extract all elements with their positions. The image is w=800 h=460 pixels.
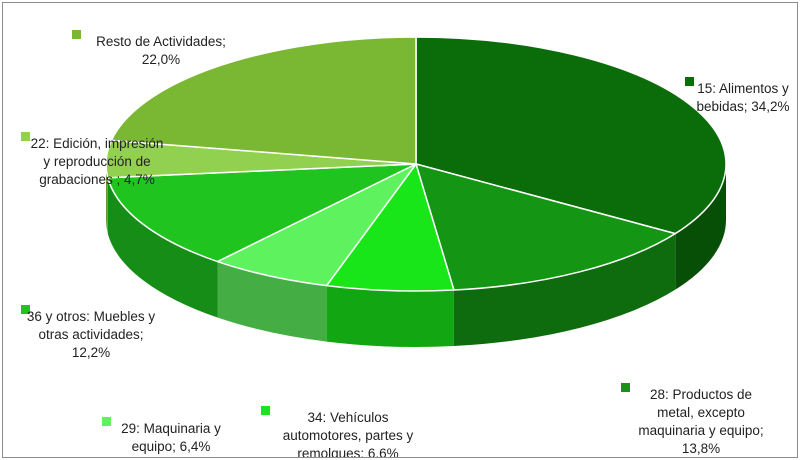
slice-label-text: 36 y otros: Muebles y otras actividades; 1…	[27, 309, 156, 360]
slice-36-y-otros-muebles-y-otras-actividades	[107, 163, 417, 263]
slice-label-29-maquinaria-y-equipo: 29: Maquinaria y equipo; 6,4%	[102, 417, 221, 454]
slice-label-36-y-otros-muebles-y-otras-actividades: 36 y otros: Muebles y otras actividades; 1…	[21, 305, 155, 360]
slice-label-text: Resto de Actividades; 22,0%	[96, 34, 226, 67]
legend-key-square	[685, 77, 694, 86]
pie-chart: 15: Alimentos y bebidas; 34,2% 28: Product…	[21, 30, 790, 457]
slice-side-36-y-otros-muebles-y-otras-actividades	[107, 177, 218, 318]
legend-key-square	[21, 305, 30, 314]
slice-label-resto-de-actividades: Resto de Actividades; 22,0%	[72, 30, 226, 67]
slice-label-text: 34: Vehículos automotores, partes y remolq…	[283, 410, 414, 457]
slice-label-22-edicion-impresion-y-reproduccion-de-grabaciones: 22: Edición, impresión y reproducción de g…	[21, 132, 163, 187]
slice-label-28-productos-de-metal-excepto-maquinaria-y-equipo: 28: Productos de metal, excepto maquinaria…	[621, 383, 764, 456]
legend-key-square	[72, 30, 81, 39]
slice-side-15-alimentos-y-bebidas	[675, 164, 726, 290]
slice-label-text: 29: Maquinaria y equipo; 6,4%	[121, 421, 221, 454]
slice-label-15-alimentos-y-bebidas: 15: Alimentos y bebidas; 34,2%	[685, 77, 790, 114]
slice-28-productos-de-metal-excepto-maquinaria-y-equipo	[415, 163, 677, 291]
slice-side-29-maquinaria-y-equipo	[217, 261, 327, 342]
slice-label-text: 15: Alimentos y bebidas; 34,2%	[696, 81, 789, 114]
legend-key-square	[21, 132, 30, 141]
slice-side-34-vehiculos-automotores-partes-y-remolques	[326, 285, 454, 347]
slice-resto-de-actividades	[110, 36, 417, 165]
slice-side-28-productos-de-metal-excepto-maquinaria-y-equipo	[453, 233, 676, 347]
legend-key-square	[102, 417, 111, 426]
slice-label-text: 22: Edición, impresión y reproducción de g…	[31, 136, 164, 187]
slice-label-34-vehiculos-automotores-partes-y-remolques: 34: Vehículos automotores, partes y remolq…	[261, 406, 414, 457]
slice-labels: 15: Alimentos y bebidas; 34,2% 28: Product…	[21, 30, 790, 457]
legend-key-square	[261, 406, 270, 415]
slice-side-22-edicion-impresion-y-reproduccion-de-grabaciones	[106, 164, 108, 234]
slice-label-text: 28: Productos de metal, excepto maquinaria…	[638, 387, 763, 456]
slice-34-vehiculos-automotores-partes-y-remolques	[325, 163, 455, 292]
legend-key-square	[621, 383, 630, 392]
slice-29-maquinaria-y-equipo	[216, 163, 417, 287]
pie-slices	[105, 36, 727, 292]
pie-sides	[106, 164, 726, 347]
